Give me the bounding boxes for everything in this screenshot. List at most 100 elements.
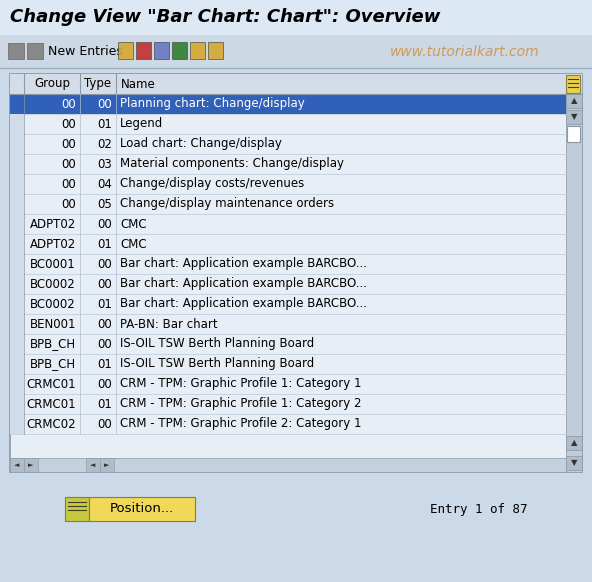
Text: IS-OIL TSW Berth Planning Board: IS-OIL TSW Berth Planning Board [120,338,314,350]
Text: BC0002: BC0002 [30,297,76,311]
Text: ▼: ▼ [571,112,577,122]
Bar [10,74,582,94]
Text: Bar chart: Application example BARCBO...: Bar chart: Application example BARCBO... [120,257,367,271]
Bar [10,458,566,472]
Text: 00: 00 [97,318,112,331]
Bar [208,42,223,59]
Text: Group: Group [34,77,70,90]
Bar [10,94,566,114]
Text: BC0002: BC0002 [30,278,76,290]
Text: 00: 00 [61,98,76,111]
Text: Material components: Change/display: Material components: Change/display [120,158,344,171]
Bar [27,43,43,59]
Text: ►: ► [28,462,34,468]
Bar [10,154,566,174]
Bar [10,394,566,414]
Bar [89,497,195,521]
Text: Change/display costs/revenues: Change/display costs/revenues [120,178,304,190]
Bar [24,458,38,472]
Text: 05: 05 [97,197,112,211]
Text: 00: 00 [97,417,112,431]
Text: 00: 00 [97,378,112,391]
Bar [10,234,24,254]
Bar [10,354,24,374]
Text: CRM - TPM: Graphic Profile 1: Category 1: CRM - TPM: Graphic Profile 1: Category 1 [120,378,362,391]
Text: 00: 00 [61,197,76,211]
Bar [172,42,187,59]
Text: BC0001: BC0001 [30,257,76,271]
Bar [10,274,24,294]
Text: 00: 00 [61,158,76,171]
Text: ◄: ◄ [91,462,96,468]
Bar [566,456,582,470]
Text: CRMC01: CRMC01 [27,398,76,410]
Bar [10,334,566,354]
Text: BEN001: BEN001 [30,318,76,331]
Text: 01: 01 [97,398,112,410]
Text: Load chart: Change/display: Load chart: Change/display [120,137,282,151]
Bar [566,75,580,93]
Text: www.tutorialkart.com: www.tutorialkart.com [390,44,540,59]
Bar [10,374,24,394]
Text: 01: 01 [97,237,112,250]
Bar [10,294,566,314]
Text: Position...: Position... [110,502,174,516]
Bar [10,154,24,174]
Bar [10,314,24,334]
Text: New Entries: New Entries [48,45,123,58]
Bar [10,458,24,472]
Bar [10,194,566,214]
Bar [566,94,582,472]
Bar [10,254,566,274]
Bar [136,42,151,59]
Text: Change/display maintenance orders: Change/display maintenance orders [120,197,334,211]
Text: Name: Name [121,77,156,90]
Text: ADPT02: ADPT02 [30,237,76,250]
Text: Legend: Legend [120,118,163,130]
Bar [10,74,582,472]
Bar [10,314,566,334]
Text: 00: 00 [97,278,112,290]
Bar [10,414,24,434]
Text: ▲: ▲ [571,97,577,105]
Bar [65,497,89,521]
Text: Change View "Bar Chart: Chart": Overview: Change View "Bar Chart: Chart": Overview [10,9,440,27]
Text: 00: 00 [97,218,112,230]
Bar [8,43,24,59]
Text: CRM - TPM: Graphic Profile 2: Category 1: CRM - TPM: Graphic Profile 2: Category 1 [120,417,362,431]
Bar [10,374,566,394]
Bar [10,274,566,294]
Bar [10,134,24,154]
Bar [10,174,566,194]
Bar [86,458,100,472]
Text: 00: 00 [61,137,76,151]
Text: CMC: CMC [120,237,147,250]
Text: CRMC01: CRMC01 [27,378,76,391]
Bar [10,114,24,134]
Text: CMC: CMC [120,218,147,230]
Bar [566,436,582,450]
Bar [567,126,580,142]
Bar [566,110,582,124]
Bar [0,35,592,68]
Text: 04: 04 [97,178,112,190]
Text: CRMC02: CRMC02 [27,417,76,431]
Text: CRM - TPM: Graphic Profile 1: Category 2: CRM - TPM: Graphic Profile 1: Category 2 [120,398,362,410]
Bar [10,134,566,154]
Bar [10,214,24,234]
Text: 02: 02 [97,137,112,151]
Text: BPB_CH: BPB_CH [30,338,76,350]
Bar [100,458,114,472]
Text: ADPT02: ADPT02 [30,218,76,230]
Text: BPB_CH: BPB_CH [30,357,76,371]
Bar [10,194,24,214]
Text: 01: 01 [97,297,112,311]
Text: 00: 00 [97,257,112,271]
Text: Planning chart: Change/display: Planning chart: Change/display [120,98,305,111]
Bar [10,334,24,354]
Bar [10,394,24,414]
Bar [10,214,566,234]
Text: ◄: ◄ [14,462,20,468]
Bar [566,94,582,108]
Text: IS-OIL TSW Berth Planning Board: IS-OIL TSW Berth Planning Board [120,357,314,371]
